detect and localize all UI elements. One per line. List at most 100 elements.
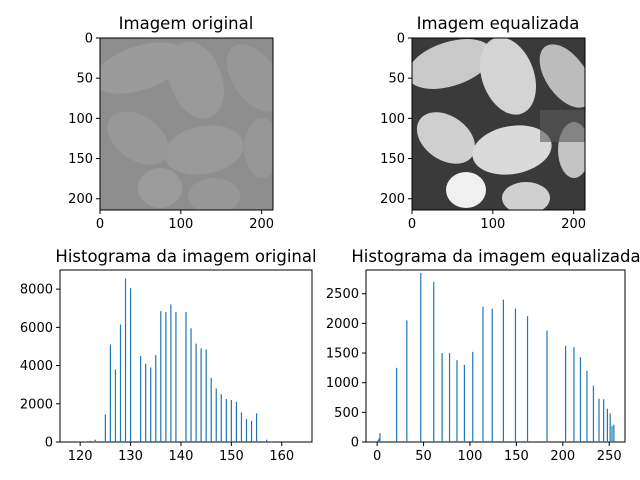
seed-shape [416,112,476,164]
histogram-bar [230,399,232,442]
histogram-bar [129,288,132,442]
x-tick-label: 150 [504,449,529,464]
histogram-bar [114,369,117,442]
histogram-equalized-bars [377,272,615,442]
seed-shape [107,111,169,165]
histogram-bar [245,419,248,442]
y-tick-label: 2500 [326,287,359,302]
x-tick-label: 100 [480,217,505,232]
histogram-original-title: Histograma da imagem original [55,247,316,266]
y-tick-label: 50 [388,72,405,87]
histogram-bar [109,344,111,442]
y-tick-label: 150 [68,152,93,167]
seed-shape [244,118,273,178]
x-tick-label: 0 [408,217,416,232]
x-tick-label: 100 [168,217,193,232]
histogram-bar [271,441,273,442]
histogram-bar [463,364,466,442]
image-equalized-title: Imagem equalizada [417,14,580,33]
y-tick-label: 0 [351,436,359,451]
seed-shape [502,182,550,210]
histogram-bar [170,304,172,442]
histogram-bar [89,440,91,442]
y-tick-label: 6000 [20,321,53,336]
histogram-bar [205,349,207,442]
x-tick-label: 200 [550,449,575,464]
histogram-bar [598,398,600,442]
image-original-title: Imagem original [119,14,254,33]
seed-shape [479,38,537,115]
histogram-original-bars [79,278,273,442]
x-tick-label: 50 [415,449,432,464]
seed-shape [138,168,182,208]
histogram-bar [377,440,379,442]
histogram-bar [266,439,268,442]
y-tick-label: 100 [68,112,93,127]
histogram-bar [611,425,613,442]
x-tick-label: 130 [118,449,143,464]
histogram-bar [420,272,422,442]
histogram-bar [378,438,380,442]
x-tick-label: 250 [597,449,622,464]
seed-shape [539,44,585,108]
seed-shape [188,178,240,210]
histogram-bar [104,414,106,442]
histogram-bar [190,328,192,442]
x-tick-label: 200 [561,217,586,232]
histogram-bar [145,363,147,442]
y-tick-label: 0 [85,32,93,47]
histogram-bar [155,355,157,442]
x-tick-label: 160 [269,449,294,464]
histogram-bar [482,306,484,442]
x-tick-label: 140 [169,449,194,464]
seed-shape [412,39,493,89]
histogram-bar [255,413,258,442]
seed-shape [167,41,225,119]
histogram-bar [564,345,567,442]
histogram-bar [235,401,237,442]
histogram-bar [240,412,243,442]
image-equalized [412,38,585,210]
histogram-bar [456,360,458,442]
histogram-bar [124,278,127,442]
y-tick-label: 200 [380,192,405,207]
y-tick-label: 2000 [326,317,359,332]
x-tick-label: 100 [458,449,483,464]
histogram-bar [592,385,595,442]
histogram-bar [165,312,167,442]
histogram-bar [119,324,122,442]
histogram-bar [546,330,548,442]
y-tick-label: 50 [76,72,93,87]
y-tick-label: 150 [380,152,405,167]
image-original [100,38,273,210]
seed-shape [226,44,273,112]
histogram-bar [406,320,408,442]
histogram-bar [185,312,187,442]
seed-shape [446,172,486,208]
histogram-bar [140,356,142,442]
y-tick-label: 200 [68,192,93,207]
histogram-equalized-title: Histograma da imagem equalizada [351,247,640,266]
histogram-bar [441,353,443,442]
x-tick-label: 120 [68,449,93,464]
y-tick-label: 0 [397,32,405,47]
x-tick-label: 0 [96,217,104,232]
histogram-bar [472,351,474,442]
histogram-bar [175,312,177,442]
y-tick-label: 100 [380,112,405,127]
y-tick-label: 1500 [326,347,359,362]
histogram-bar [514,308,517,442]
histogram-bar [579,357,582,442]
histogram-bar [526,316,529,442]
histogram-bar [220,394,222,442]
seed-shape [472,125,552,175]
histogram-bar [195,343,197,442]
histogram-bar [586,370,588,442]
histogram-bar [210,377,212,442]
histogram-bar [160,311,162,442]
histogram-bar [603,399,605,442]
y-tick-label: 1000 [326,376,359,391]
histogram-bar [606,408,608,442]
